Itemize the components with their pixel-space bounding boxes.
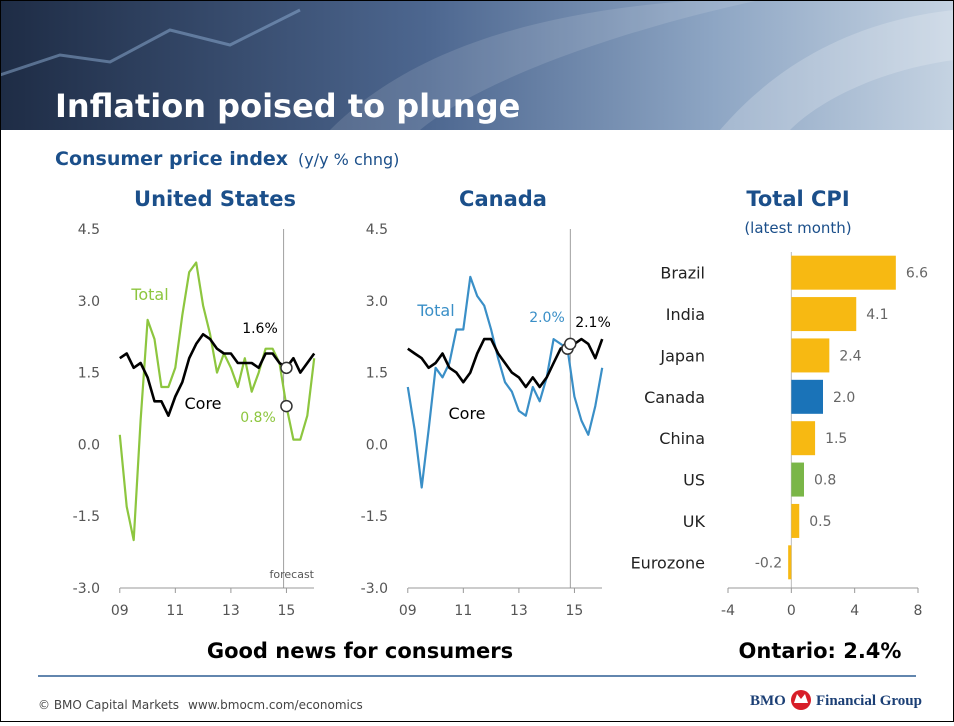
caption: Good news for consumers	[207, 639, 513, 663]
annotation-label: 1.6%	[242, 321, 278, 337]
chart-title: Canada	[459, 187, 547, 211]
category-label: US	[683, 471, 705, 490]
brand-suffix: Financial Group	[816, 693, 922, 709]
bar	[791, 379, 823, 414]
y-tick-label: 0.0	[366, 437, 388, 453]
category-label: Brazil	[660, 264, 705, 283]
y-tick-label: -3.0	[73, 581, 100, 597]
x-tick-label: 13	[510, 603, 528, 619]
x-tick-label: 11	[454, 603, 472, 619]
annotation-marker	[280, 399, 293, 413]
value-label: 2.4	[839, 348, 861, 364]
x-tick-label: 13	[222, 603, 240, 619]
category-label: India	[666, 305, 705, 324]
x-tick-label: 4	[850, 603, 859, 619]
header-band	[0, 0, 954, 130]
series-line	[406, 275, 604, 489]
series-label: Core	[184, 394, 221, 413]
chart-title: Total CPI	[746, 187, 849, 211]
bar	[791, 421, 816, 456]
annotation-marker	[280, 361, 293, 375]
brand: BMO	[750, 693, 786, 709]
bar	[791, 338, 830, 373]
series-line	[118, 261, 316, 542]
header-swoosh	[720, 10, 954, 130]
x-tick-label: 09	[399, 603, 417, 619]
forecast-label: forecast	[270, 568, 315, 581]
value-label: 1.5	[825, 431, 847, 447]
header-swoosh	[330, 0, 760, 130]
y-tick-label: 1.5	[78, 366, 100, 382]
y-tick-label: 1.5	[366, 366, 388, 382]
slide-title: Inflation poised to plunge	[55, 87, 520, 125]
category-label: China	[659, 429, 705, 448]
subtitle-unit: (y/y % chng)	[298, 150, 399, 169]
y-tick-label: 0.0	[78, 437, 100, 453]
bar	[791, 462, 804, 497]
value-label: 0.8	[814, 473, 836, 489]
x-tick-label: 8	[914, 603, 923, 619]
series-label: Total	[130, 285, 168, 304]
value-label: -0.2	[755, 555, 782, 571]
copyright: © BMO Capital Markets	[38, 698, 179, 712]
y-tick-label: 4.5	[366, 222, 388, 238]
category-label: UK	[683, 512, 706, 531]
x-tick-label: -4	[721, 603, 735, 619]
y-tick-label: 4.5	[78, 222, 100, 238]
annotation-label: 2.0%	[529, 310, 565, 326]
value-label: 2.0	[833, 390, 855, 406]
brand-logo-mark	[794, 694, 808, 703]
annotation-marker	[564, 337, 577, 351]
annotation-label: 0.8%	[240, 410, 276, 426]
bar	[791, 255, 896, 290]
chart-subtitle: (latest month)	[744, 219, 851, 237]
bar	[791, 503, 800, 538]
y-tick-label: 3.0	[78, 294, 100, 310]
annotation-label: 2.1%	[575, 315, 611, 331]
category-label: Eurozone	[631, 553, 705, 572]
caption: Ontario: 2.4%	[739, 639, 902, 663]
x-tick-label: 09	[111, 603, 129, 619]
value-label: 6.6	[906, 266, 928, 282]
y-tick-label: -1.5	[361, 509, 388, 525]
y-tick-label: -3.0	[361, 581, 388, 597]
bar	[788, 545, 792, 580]
series-label: Total	[416, 301, 454, 320]
category-label: Japan	[659, 346, 705, 365]
x-tick-label: 15	[566, 603, 584, 619]
bar	[791, 297, 857, 332]
subtitle: Consumer price index	[55, 148, 288, 170]
header-line	[0, 8, 301, 77]
url: www.bmocm.com/economics	[188, 698, 363, 712]
x-tick-label: 11	[166, 603, 184, 619]
y-tick-label: -1.5	[73, 509, 100, 525]
category-label: Canada	[644, 388, 705, 407]
x-tick-label: 0	[787, 603, 796, 619]
value-label: 4.1	[866, 307, 888, 323]
y-tick-label: 3.0	[366, 294, 388, 310]
x-tick-label: 15	[278, 603, 296, 619]
value-label: 0.5	[809, 514, 831, 530]
chart-title: United States	[134, 187, 296, 211]
series-label: Core	[448, 404, 485, 423]
